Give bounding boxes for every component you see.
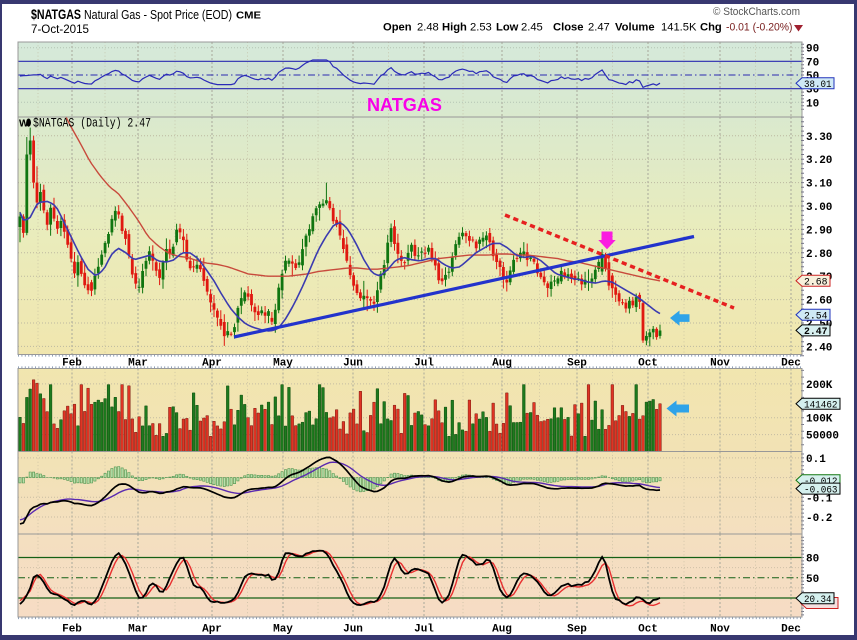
svg-text:Jun: Jun xyxy=(343,624,363,636)
svg-text:Mar: Mar xyxy=(128,358,148,370)
svg-text:3.00: 3.00 xyxy=(806,202,832,214)
svg-text:3.10: 3.10 xyxy=(806,179,832,191)
svg-text:$NATGAS (Daily) 2.47: $NATGAS (Daily) 2.47 xyxy=(33,117,151,131)
svg-text:W: W xyxy=(19,119,29,130)
svg-text:© StockCharts.com: © StockCharts.com xyxy=(713,6,800,18)
svg-text:50000: 50000 xyxy=(806,431,839,443)
svg-text:90: 90 xyxy=(806,44,819,56)
svg-text:38.01: 38.01 xyxy=(804,79,832,91)
svg-text:Jun: Jun xyxy=(343,358,363,370)
svg-text:2.68: 2.68 xyxy=(804,277,828,289)
svg-text:Nov: Nov xyxy=(710,358,730,370)
svg-text:-0.2: -0.2 xyxy=(806,513,832,525)
svg-text:Sep: Sep xyxy=(567,624,587,636)
svg-text:80: 80 xyxy=(806,554,819,566)
svg-text:May: May xyxy=(273,624,293,636)
svg-text:Dec: Dec xyxy=(781,624,801,636)
svg-text:2.80: 2.80 xyxy=(806,249,832,261)
svg-text:Aug: Aug xyxy=(492,624,512,636)
svg-text:Jul: Jul xyxy=(414,358,434,370)
svg-text:20.34: 20.34 xyxy=(804,594,832,606)
svg-text:50: 50 xyxy=(806,574,819,586)
svg-text:200K: 200K xyxy=(806,380,833,392)
svg-text:Natural Gas - Spot Price (EOD): Natural Gas - Spot Price (EOD) xyxy=(84,8,232,22)
svg-text:Oct: Oct xyxy=(638,358,658,370)
svg-text:7-Oct-2015: 7-Oct-2015 xyxy=(31,24,89,36)
svg-text:Feb: Feb xyxy=(62,358,82,370)
svg-text:May: May xyxy=(273,358,293,370)
svg-text:100K: 100K xyxy=(806,414,833,426)
svg-text:2.60: 2.60 xyxy=(806,296,832,308)
svg-text:Mar: Mar xyxy=(128,624,148,636)
svg-text:CME: CME xyxy=(236,10,261,22)
svg-text:Sep: Sep xyxy=(567,358,587,370)
svg-text:2.40: 2.40 xyxy=(806,342,832,354)
svg-text:10: 10 xyxy=(806,98,819,110)
svg-text:-0.1: -0.1 xyxy=(806,493,833,505)
svg-text:Jul: Jul xyxy=(414,624,434,636)
svg-text:Dec: Dec xyxy=(781,358,801,370)
svg-text:2.90: 2.90 xyxy=(806,225,832,237)
svg-text:2.54: 2.54 xyxy=(804,311,828,323)
svg-text:Feb: Feb xyxy=(62,624,82,636)
svg-text:Apr: Apr xyxy=(202,624,222,636)
svg-text:70: 70 xyxy=(806,57,819,69)
svg-text:Nov: Nov xyxy=(710,624,730,636)
svg-text:-0.063: -0.063 xyxy=(804,484,838,496)
svg-text:$NATGAS: $NATGAS xyxy=(31,6,81,22)
svg-text:0.1: 0.1 xyxy=(806,454,826,466)
svg-text:2.47: 2.47 xyxy=(804,326,828,338)
svg-text:3.20: 3.20 xyxy=(806,155,832,167)
svg-text:3.30: 3.30 xyxy=(806,132,832,144)
svg-text:NATGAS: NATGAS xyxy=(367,94,442,115)
svg-text:Apr: Apr xyxy=(202,358,222,370)
svg-text:Oct: Oct xyxy=(638,624,658,636)
svg-text:141462: 141462 xyxy=(804,400,838,412)
svg-text:Aug: Aug xyxy=(492,358,512,370)
